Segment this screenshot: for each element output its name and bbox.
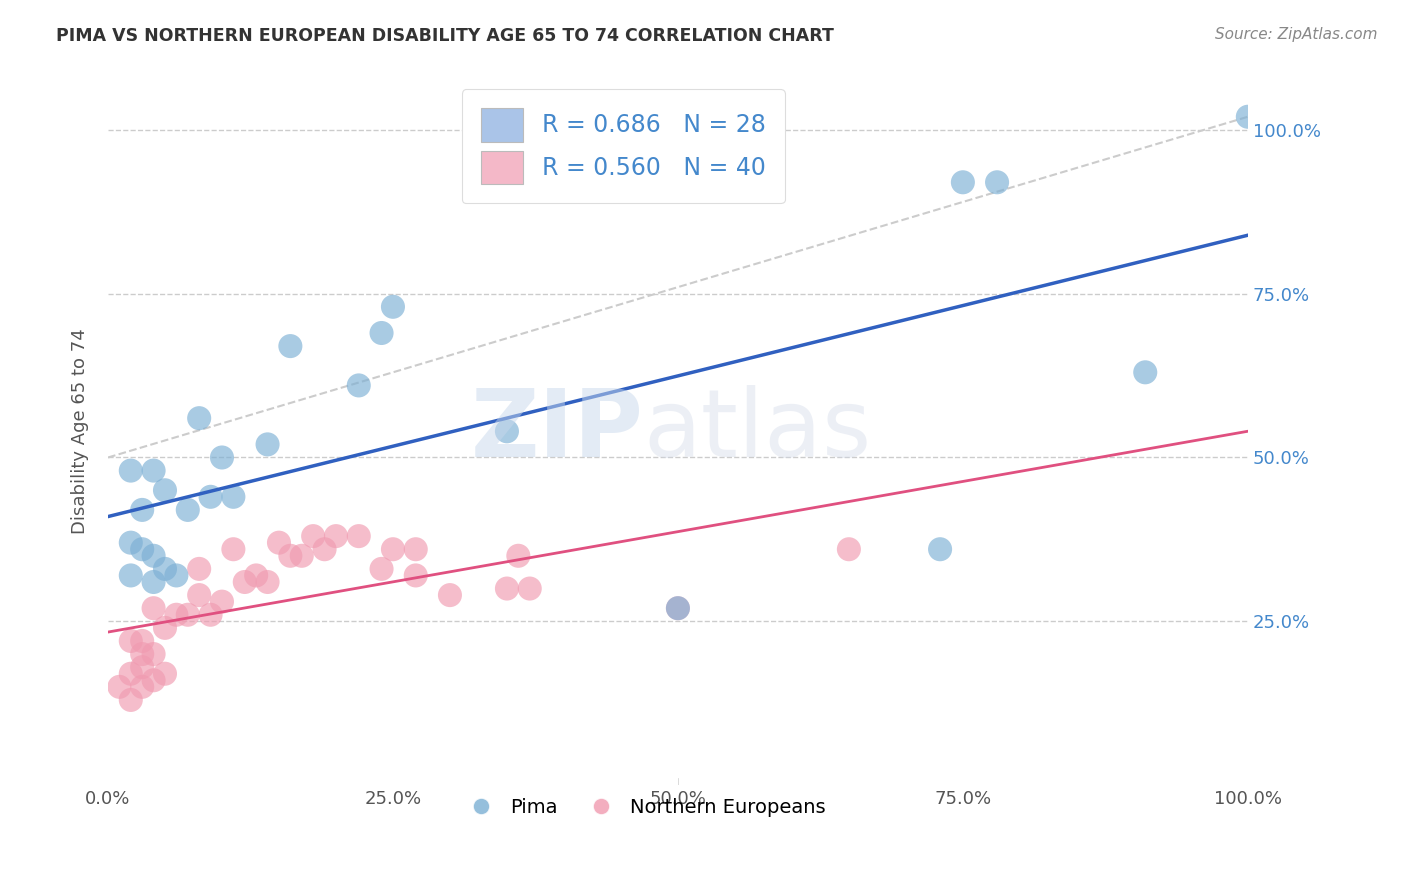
Point [519,582,541,596]
Point [952,175,974,189]
Point [256,574,278,589]
Point [666,601,689,615]
Point [233,574,256,589]
Point [280,549,302,563]
Point [131,503,153,517]
Point [211,594,233,608]
Point [142,464,165,478]
Point [131,634,153,648]
Point [142,574,165,589]
Point [1237,110,1260,124]
Point [1135,365,1157,379]
Point [142,549,165,563]
Point [153,666,176,681]
Point [439,588,461,602]
Point [302,529,325,543]
Text: Source: ZipAtlas.com: Source: ZipAtlas.com [1215,27,1378,42]
Point [211,450,233,465]
Point [177,607,200,622]
Point [200,490,222,504]
Point [508,549,530,563]
Point [120,464,142,478]
Point [405,542,427,557]
Point [120,693,142,707]
Point [153,621,176,635]
Point [131,680,153,694]
Point [347,529,370,543]
Point [131,647,153,661]
Text: atlas: atlas [644,385,872,477]
Point [153,562,176,576]
Legend: Pima, Northern Europeans: Pima, Northern Europeans [454,790,834,825]
Point [222,542,245,557]
Point [314,542,336,557]
Point [838,542,860,557]
Point [153,483,176,498]
Point [222,490,245,504]
Point [200,607,222,622]
Point [120,568,142,582]
Point [188,411,211,425]
Point [256,437,278,451]
Text: ZIP: ZIP [471,385,644,477]
Point [381,542,404,557]
Point [267,535,290,549]
Point [120,666,142,681]
Point [347,378,370,392]
Point [142,647,165,661]
Point [280,339,302,353]
Point [177,503,200,517]
Point [245,568,267,582]
Point [142,601,165,615]
Point [496,582,519,596]
Y-axis label: Disability Age 65 to 74: Disability Age 65 to 74 [72,328,89,534]
Point [131,542,153,557]
Point [986,175,1008,189]
Point [188,588,211,602]
Text: PIMA VS NORTHERN EUROPEAN DISABILITY AGE 65 TO 74 CORRELATION CHART: PIMA VS NORTHERN EUROPEAN DISABILITY AGE… [56,27,834,45]
Point [120,535,142,549]
Point [165,568,187,582]
Point [405,568,427,582]
Point [108,680,131,694]
Point [131,660,153,674]
Point [188,562,211,576]
Point [929,542,952,557]
Point [325,529,347,543]
Point [370,562,392,576]
Point [120,634,142,648]
Point [666,601,689,615]
Point [496,424,519,438]
Point [291,549,314,563]
Point [142,673,165,688]
Point [381,300,404,314]
Point [165,607,187,622]
Point [370,326,392,340]
